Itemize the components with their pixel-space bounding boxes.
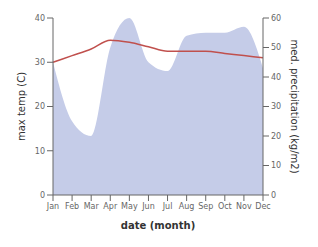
svg-text:Jan: Jan — [46, 202, 59, 211]
svg-text:Nov: Nov — [236, 202, 252, 211]
svg-text:40: 40 — [271, 73, 281, 82]
svg-text:Oct: Oct — [218, 202, 232, 211]
svg-text:Jun: Jun — [141, 202, 155, 211]
svg-text:40: 40 — [35, 14, 45, 23]
svg-text:50: 50 — [271, 43, 281, 52]
svg-text:60: 60 — [271, 14, 281, 23]
svg-text:0: 0 — [271, 191, 276, 200]
svg-text:30: 30 — [35, 58, 45, 67]
svg-text:med. precipitation (kg/m2): med. precipitation (kg/m2) — [289, 39, 300, 173]
svg-text:date (month): date (month) — [121, 220, 195, 231]
svg-text:0: 0 — [40, 191, 45, 200]
svg-text:Feb: Feb — [65, 202, 79, 211]
svg-text:May: May — [121, 202, 138, 211]
svg-text:Dec: Dec — [255, 202, 270, 211]
svg-text:Sep: Sep — [198, 202, 213, 211]
svg-text:10: 10 — [35, 147, 45, 156]
svg-text:10: 10 — [271, 161, 281, 170]
svg-text:20: 20 — [35, 102, 45, 111]
svg-text:Aug: Aug — [179, 202, 195, 211]
svg-text:Mar: Mar — [84, 202, 100, 211]
svg-text:Jul: Jul — [162, 202, 173, 211]
svg-text:30: 30 — [271, 102, 281, 111]
svg-text:20: 20 — [271, 132, 281, 141]
svg-text:max temp (C): max temp (C) — [16, 72, 27, 141]
svg-text:Apr: Apr — [103, 202, 118, 211]
